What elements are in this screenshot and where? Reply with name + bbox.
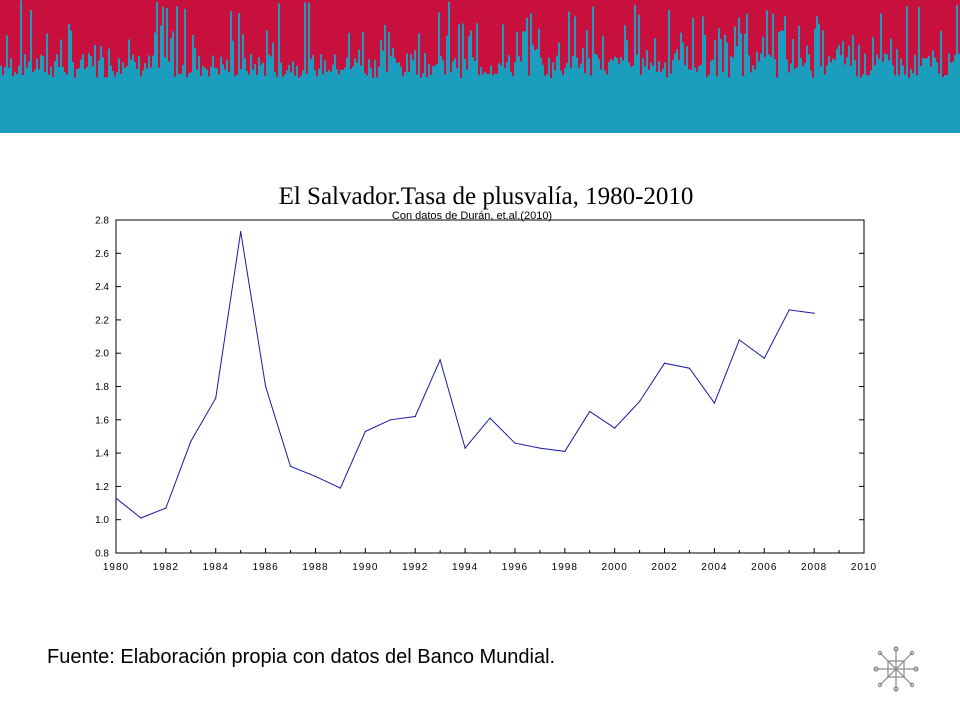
data-point [514,442,516,444]
x-tick-label: 1982 [153,562,179,573]
data-point [639,400,641,403]
x-tick-label: 1994 [452,562,478,573]
y-tick-label: 0.8 [95,549,109,560]
y-tick-label: 2.2 [95,315,109,326]
data-point [389,419,391,421]
y-tick-label: 1.2 [95,482,109,493]
x-tick-label: 1998 [552,562,578,573]
x-axis: 1980 1982 1984 1986 1988 1990 1992 1994 1996 1998… [103,548,877,573]
y-tick-label: 2.4 [95,282,109,293]
data-point [589,410,591,413]
y-tick-label: 1.8 [95,382,109,393]
x-tick-label: 1980 [103,562,129,573]
series-line [115,231,815,519]
series-plusvalia [115,231,815,519]
data-point [564,450,566,453]
data-point [215,397,217,399]
y-tick-label: 2.6 [95,249,109,260]
chart-title: El Salvador.Tasa de plusvalía, 1980-2010 [279,183,694,210]
data-point [788,309,790,311]
x-tick-label: 2010 [851,562,877,573]
x-tick-label: 1990 [352,562,378,573]
data-point [314,475,317,478]
data-point [663,362,666,364]
data-point [414,415,416,418]
y-axis: 0.8 1.0 1.2 1.4 1.6 1.8 2.0 2.2 2.4 2.6 2.8 [95,216,864,560]
x-tick-label: 2002 [651,562,677,573]
data-point [265,385,267,388]
chart-subtitle: Con datos de Durán, et.al.(2010) [392,210,552,222]
decorative-banner [0,0,960,133]
data-point [364,430,366,433]
compass-logo-icon [873,646,919,692]
data-point [439,359,441,361]
x-tick-label: 1992 [402,562,428,573]
x-tick-label: 2008 [801,562,827,573]
data-point [115,497,117,499]
data-point [240,231,242,233]
x-tick-label: 2000 [602,562,628,573]
data-point [489,417,491,419]
y-tick-label: 1.4 [95,449,109,460]
x-tick-label: 2006 [751,562,777,573]
data-point [813,312,815,314]
data-point [464,447,466,449]
footer-source-note: Fuente: Elaboración propia con datos del… [47,646,556,668]
x-tick-label: 1988 [302,562,328,573]
data-point [165,507,167,509]
data-point [339,487,341,489]
data-point [539,447,541,449]
data-point [190,440,192,443]
y-tick-label: 2.0 [95,349,109,360]
x-tick-label: 1986 [252,562,278,573]
plot-frame [115,219,865,554]
x-tick-label: 1984 [203,562,229,573]
data-point [713,402,716,404]
data-point [763,357,765,359]
data-point [289,465,292,468]
data-point [688,367,691,369]
y-tick-label: 1.6 [95,415,109,426]
y-tick-label: 1.0 [95,515,109,526]
data-point [614,427,616,429]
x-tick-label: 2004 [701,562,727,573]
x-tick-label: 1996 [502,562,528,573]
data-point [140,517,142,519]
data-point [738,339,740,341]
y-tick-label: 2.8 [95,216,109,227]
